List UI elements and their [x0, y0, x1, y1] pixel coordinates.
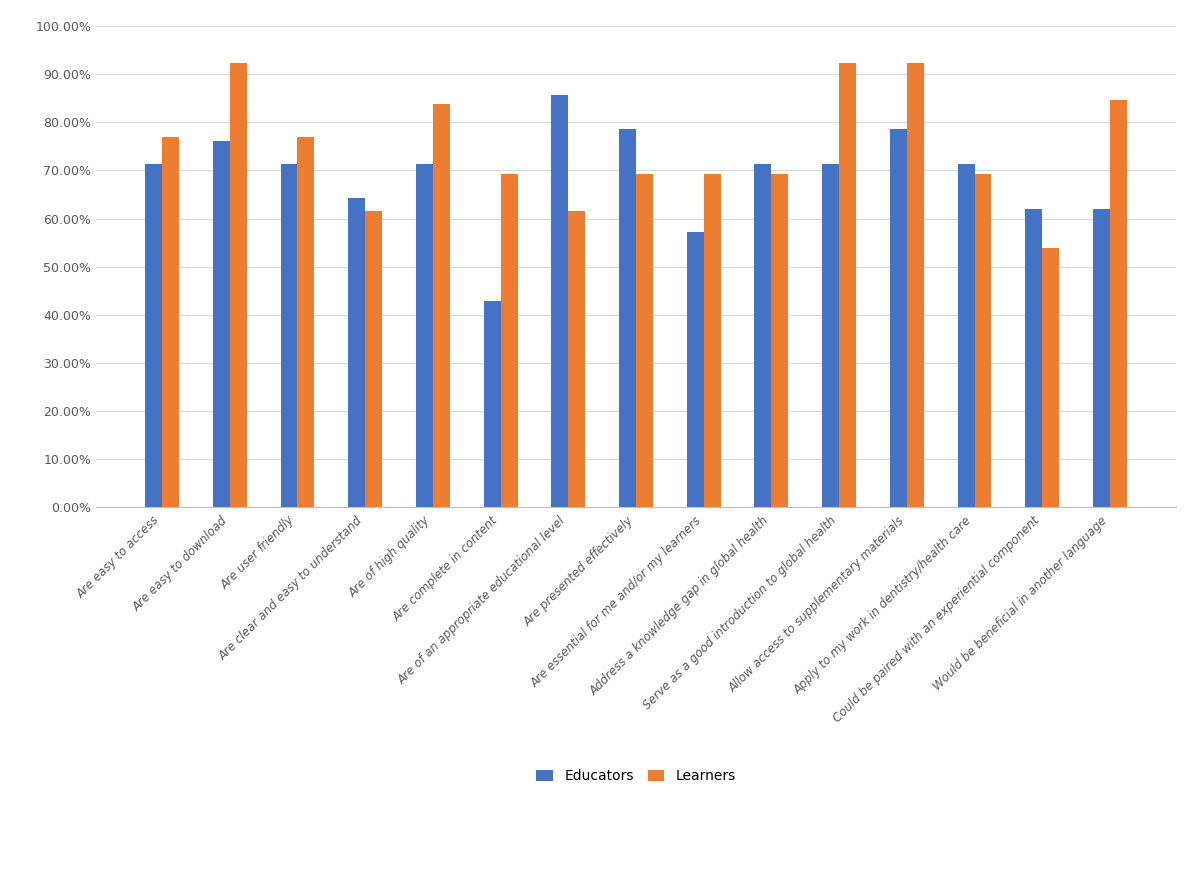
- Bar: [1110, 101, 1127, 507]
- Bar: [619, 129, 636, 507]
- Bar: [755, 163, 772, 507]
- Bar: [433, 104, 450, 507]
- Bar: [569, 212, 586, 507]
- Bar: [1043, 248, 1060, 507]
- Bar: [1093, 210, 1110, 507]
- Bar: [907, 63, 924, 507]
- Bar: [500, 174, 517, 507]
- Bar: [229, 63, 247, 507]
- Bar: [484, 301, 500, 507]
- Bar: [298, 137, 314, 507]
- Bar: [890, 129, 907, 507]
- Bar: [636, 174, 653, 507]
- Bar: [551, 95, 569, 507]
- Bar: [974, 174, 991, 507]
- Bar: [212, 141, 229, 507]
- Bar: [365, 212, 382, 507]
- Bar: [839, 63, 856, 507]
- Bar: [281, 163, 298, 507]
- Bar: [1025, 210, 1043, 507]
- Legend: Educators, Learners: Educators, Learners: [530, 764, 742, 789]
- Bar: [703, 174, 721, 507]
- Bar: [162, 137, 179, 507]
- Bar: [772, 174, 788, 507]
- Bar: [145, 163, 162, 507]
- Bar: [822, 163, 839, 507]
- Bar: [958, 163, 974, 507]
- Bar: [686, 232, 703, 507]
- Bar: [416, 163, 433, 507]
- Bar: [348, 198, 365, 507]
